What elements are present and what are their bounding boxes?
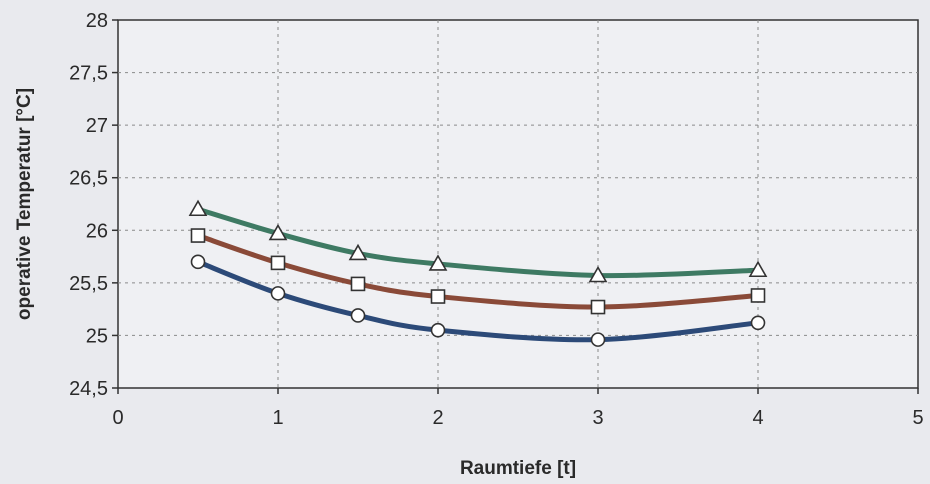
y-axis-title: operative Temperatur [°C] [14,88,35,320]
data-point-triangle [748,260,768,278]
x-tick-label: 2 [432,407,443,429]
data-point-triangle [348,243,368,261]
data-point-circle [590,332,606,347]
data-point-circle [750,315,766,331]
y-tick-label: 26,5 [69,168,108,190]
grid [118,20,918,388]
data-point-triangle [588,265,608,283]
plot-area [117,19,919,389]
data-point-square [270,255,286,271]
x-tick-label: 0 [112,407,123,429]
y-tick-label: 25 [86,325,108,347]
data-point-triangle [428,254,448,271]
data-point-circle [430,322,446,338]
data-point-circle [270,286,286,301]
y-tick-label: 25,5 [69,273,108,295]
data-point-circle [350,308,366,323]
data-point-triangle [268,223,288,241]
y-tick-label: 26 [86,220,108,242]
x-tick-label: 1 [272,407,283,429]
series-layer [188,199,768,347]
y-tick-label: 27 [86,115,108,137]
data-point-triangle [188,199,208,217]
tick-labels: 0 1 2 3 4 5 24,5 25 25,5 26 26,5 27 27,5 28 [69,10,924,429]
x-tick-label: 4 [752,407,763,429]
axes [112,19,919,394]
x-axis-title: Raumtiefe [t] [460,458,576,479]
data-point-square [590,299,606,315]
y-tick-label: 28 [86,10,108,32]
series-square [190,228,766,315]
data-point-square [430,289,446,304]
series-triangle [188,199,768,283]
x-tick-label: 5 [912,407,923,429]
y-tick-label: 24,5 [69,378,108,400]
data-point-square [190,228,206,243]
y-tick-label: 27,5 [69,63,108,85]
x-tick-label: 3 [592,407,603,429]
data-point-square [750,288,766,303]
series-circle [190,254,766,347]
data-point-circle [190,254,206,270]
data-point-square [350,276,366,292]
